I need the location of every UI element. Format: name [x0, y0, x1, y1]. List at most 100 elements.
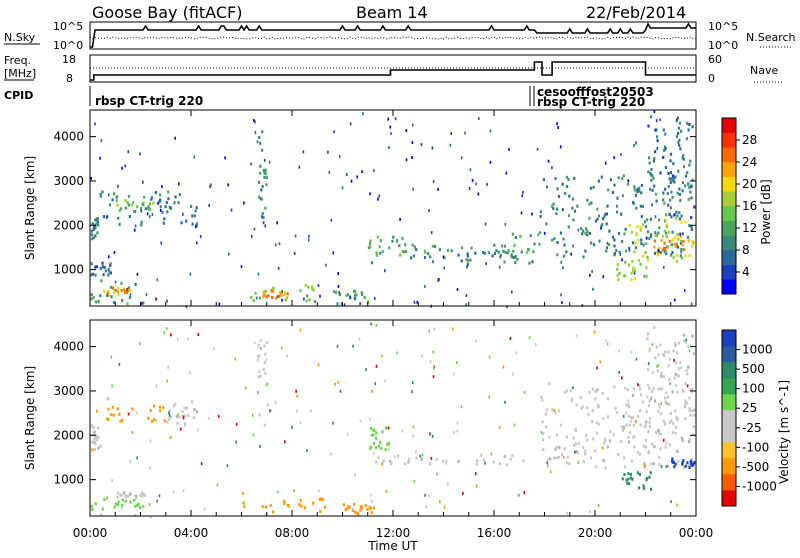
range-gate-cell: [370, 511, 373, 515]
range-gate-cell: [363, 296, 366, 300]
range-gate-cell: [589, 510, 591, 513]
range-gate-cell: [639, 262, 642, 266]
range-gate-cell: [226, 464, 229, 468]
range-gate-cell: [572, 218, 575, 222]
range-gate-cell: [456, 421, 459, 425]
range-gate-cell: [522, 190, 524, 194]
range-gate-cell: [126, 287, 128, 291]
range-gate-cell: [645, 410, 648, 414]
range-gate-cell: [651, 188, 654, 192]
range-gate-cell: [259, 374, 262, 378]
range-gate-cell: [234, 357, 237, 361]
range-gate-cell: [256, 140, 259, 144]
range-gate-cell: [582, 229, 585, 233]
range-gate-cell: [276, 221, 278, 225]
range-gate-cell: [660, 239, 663, 242]
range-gate-cell: [680, 220, 683, 224]
range-gate-cell: [336, 344, 339, 348]
range-gate-cell: [114, 289, 117, 292]
range-gate-cell: [599, 360, 602, 364]
range-gate-cell: [657, 429, 660, 433]
range-gate-cell: [674, 175, 677, 179]
range-gate-cell: [264, 352, 267, 356]
range-gate-cell: [664, 445, 667, 449]
range-gate-cell: [690, 413, 693, 417]
range-gate-cell: [177, 201, 180, 205]
range-gate-cell: [140, 302, 143, 305]
range-gate-cell: [668, 378, 671, 382]
range-gate-cell: [656, 250, 659, 254]
range-gate-cell: [604, 437, 606, 441]
range-gate-cell: [296, 394, 298, 398]
range-gate-cell: [97, 300, 100, 303]
range-gate-cell: [542, 432, 545, 436]
range-gate-cell: [671, 238, 674, 242]
range-gate-cell: [588, 390, 591, 394]
range-gate-cell: [648, 417, 652, 421]
range-gate-cell: [300, 504, 303, 508]
range-gate-cell: [673, 242, 676, 246]
range-gate-cell: [351, 509, 355, 513]
range-gate-cell: [683, 289, 686, 292]
range-gate-cell: [684, 220, 687, 224]
range-gate-cell: [161, 185, 163, 189]
range-gate-cell: [405, 158, 408, 162]
range-gate-cell: [439, 500, 441, 504]
range-gate-cell: [490, 452, 493, 456]
range-gate-cell: [121, 498, 124, 502]
range-gate-cell: [626, 388, 629, 391]
range-gate-cell: [687, 239, 690, 243]
range-gate-cell: [489, 160, 492, 164]
range-gate-cell: [391, 239, 394, 243]
range-gate-cell: [464, 131, 466, 135]
range-gate-cell: [433, 244, 437, 248]
range-gate-cell: [375, 446, 378, 449]
range-gate-cell: [633, 267, 636, 271]
range-gate-cell: [357, 512, 360, 516]
range-gate-cell: [178, 193, 181, 196]
range-gate-cell: [193, 155, 196, 159]
range-gate-cell: [640, 242, 643, 245]
velocity-panel-frame: [89, 319, 697, 517]
range-gate-cell: [354, 510, 357, 514]
range-gate-cell: [677, 245, 680, 249]
range-gate-cell: [681, 462, 684, 466]
range-gate-cell: [528, 261, 531, 265]
range-gate-cell: [191, 214, 194, 218]
range-gate-cell: [124, 164, 127, 168]
range-gate-cell: [421, 354, 424, 358]
colorbar-swatch: [722, 410, 736, 427]
range-gate-cell: [334, 382, 336, 386]
range-gate-cell: [677, 132, 680, 135]
y-tick-label: 3000: [53, 384, 84, 398]
range-gate-cell: [442, 255, 445, 259]
range-gate-cell: [555, 433, 559, 437]
range-gate-cell: [522, 459, 525, 463]
range-gate-cell: [615, 249, 618, 253]
range-gate-cell: [252, 299, 255, 302]
range-gate-cell: [265, 358, 267, 362]
range-gate-cell: [688, 409, 691, 412]
range-gate-cell: [174, 195, 177, 199]
range-gate-cell: [90, 262, 93, 266]
range-gate-cell: [430, 231, 433, 235]
range-gate-cell: [573, 209, 577, 213]
range-gate-cell: [389, 125, 391, 129]
range-gate-cell: [139, 342, 141, 346]
range-gate-cell: [597, 504, 600, 508]
range-gate-cell: [120, 503, 124, 507]
range-gate-cell: [675, 259, 678, 263]
range-gate-cell: [638, 189, 641, 193]
range-gate-cell: [142, 301, 145, 305]
x-tick-label: 00:00: [679, 526, 714, 540]
range-gate-cell: [531, 212, 533, 216]
range-gate-cell: [142, 504, 145, 508]
range-gate-cell: [151, 213, 154, 217]
range-gate-cell: [415, 248, 418, 252]
range-gate-cell: [659, 387, 662, 391]
range-gate-cell: [381, 250, 384, 254]
range-gate-cell: [281, 298, 283, 302]
range-gate-cell: [470, 246, 473, 250]
range-gate-cell: [659, 432, 662, 436]
range-gate-cell: [686, 235, 689, 239]
